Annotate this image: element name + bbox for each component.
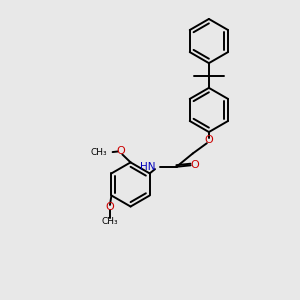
Text: CH₃: CH₃ xyxy=(90,148,107,157)
Text: O: O xyxy=(106,202,114,212)
Text: O: O xyxy=(205,135,213,145)
Text: O: O xyxy=(190,160,199,170)
Text: HN: HN xyxy=(140,162,156,172)
Text: O: O xyxy=(116,146,124,156)
Text: CH₃: CH₃ xyxy=(102,218,118,226)
